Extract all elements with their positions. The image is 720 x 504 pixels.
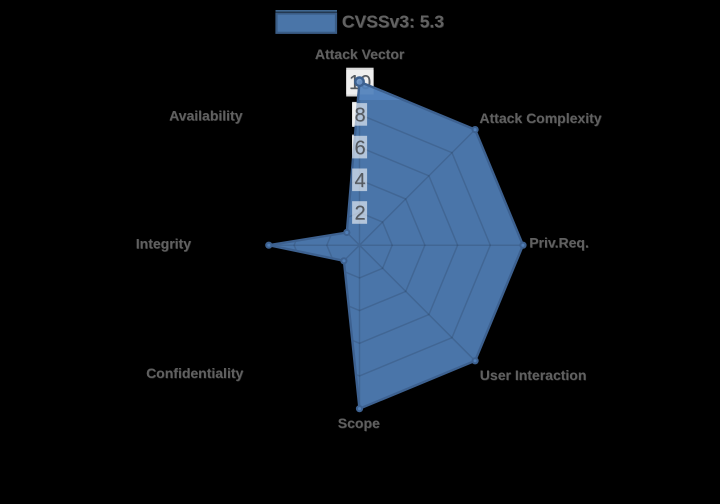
svg-text:Scope: Scope (338, 416, 380, 432)
svg-text:CVSSv3: 5.3: CVSSv3: 5.3 (343, 12, 445, 32)
svg-text:Priv.Req.: Priv.Req. (529, 235, 589, 251)
svg-text:8: 8 (354, 105, 365, 127)
svg-text:Attack Complexity: Attack Complexity (480, 111, 602, 127)
svg-text:Integrity: Integrity (136, 236, 191, 252)
svg-text:Confidentiality: Confidentiality (147, 366, 244, 382)
svg-text:Integrity: Integrity (136, 236, 191, 252)
svg-text:Confidentiality: Confidentiality (146, 365, 243, 381)
svg-text:Scope: Scope (338, 415, 380, 431)
svg-text:Availability: Availability (170, 108, 244, 124)
svg-text:Priv.Req.: Priv.Req. (530, 235, 590, 251)
svg-text:User Interaction: User Interaction (480, 367, 587, 383)
svg-text:2: 2 (355, 203, 366, 225)
svg-text:2: 2 (354, 203, 365, 225)
svg-text:Attack Vector: Attack Vector (315, 46, 405, 62)
svg-text:Attack Complexity: Attack Complexity (479, 110, 601, 126)
svg-text:6: 6 (354, 137, 365, 159)
svg-text:Availability: Availability (169, 108, 243, 124)
svg-text:8: 8 (355, 105, 366, 127)
svg-text:Attack Vector: Attack Vector (315, 47, 405, 63)
svg-text:CVSSv3: 5.3: CVSSv3: 5.3 (342, 11, 444, 31)
svg-text:4: 4 (354, 170, 365, 192)
svg-text:User Interaction: User Interaction (480, 368, 587, 384)
svg-text:6: 6 (355, 138, 366, 160)
svg-text:4: 4 (355, 170, 366, 192)
